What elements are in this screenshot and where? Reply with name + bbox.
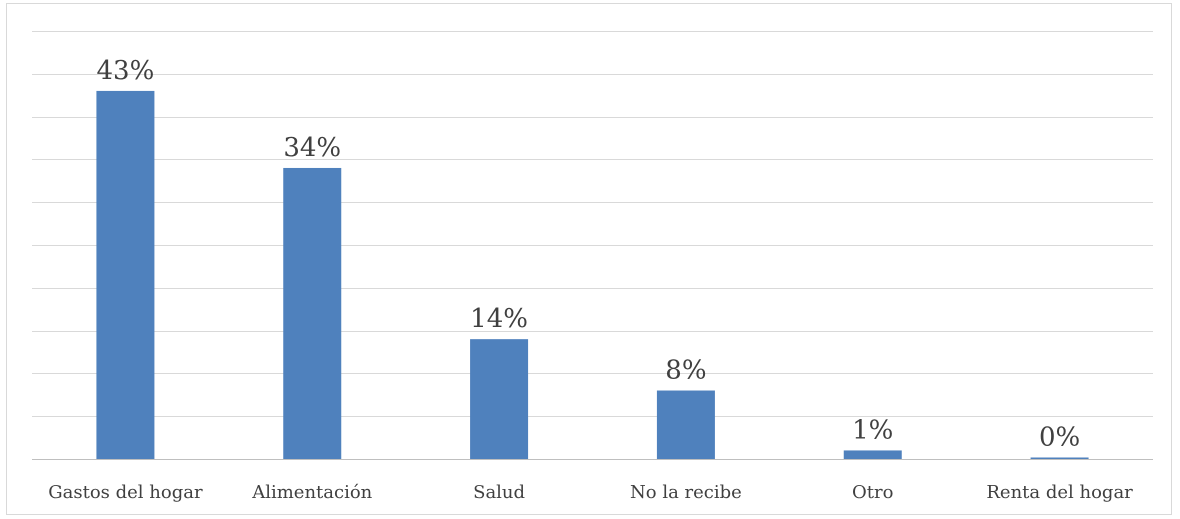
gridlines <box>32 31 1153 460</box>
chart-frame <box>6 3 1172 515</box>
data-label: 14% <box>470 304 528 334</box>
data-label: 0% <box>1039 423 1080 453</box>
bar <box>96 90 155 460</box>
bar <box>656 390 715 459</box>
data-label: 1% <box>852 415 893 445</box>
bars <box>96 90 1089 460</box>
x-tick-label: Renta del hogar <box>986 482 1133 503</box>
x-tick-labels: Gastos del hogar Alimentación Salud No la r… <box>48 482 1133 503</box>
x-tick-label: Salud <box>473 482 525 503</box>
x-tick-label: Gastos del hogar <box>48 482 203 503</box>
bar <box>283 167 342 459</box>
bar <box>1030 457 1089 459</box>
x-tick-label: Alimentación <box>251 482 372 503</box>
data-label: 43% <box>97 56 155 86</box>
bar <box>470 339 529 459</box>
data-label: 8% <box>665 356 706 386</box>
x-tick-label: Otro <box>852 482 893 503</box>
x-tick-label: No la recibe <box>630 482 742 503</box>
data-label: 34% <box>283 133 341 163</box>
bar <box>843 450 902 459</box>
data-labels: 43% 34% 14% 8% 1% 0% <box>97 56 1081 453</box>
